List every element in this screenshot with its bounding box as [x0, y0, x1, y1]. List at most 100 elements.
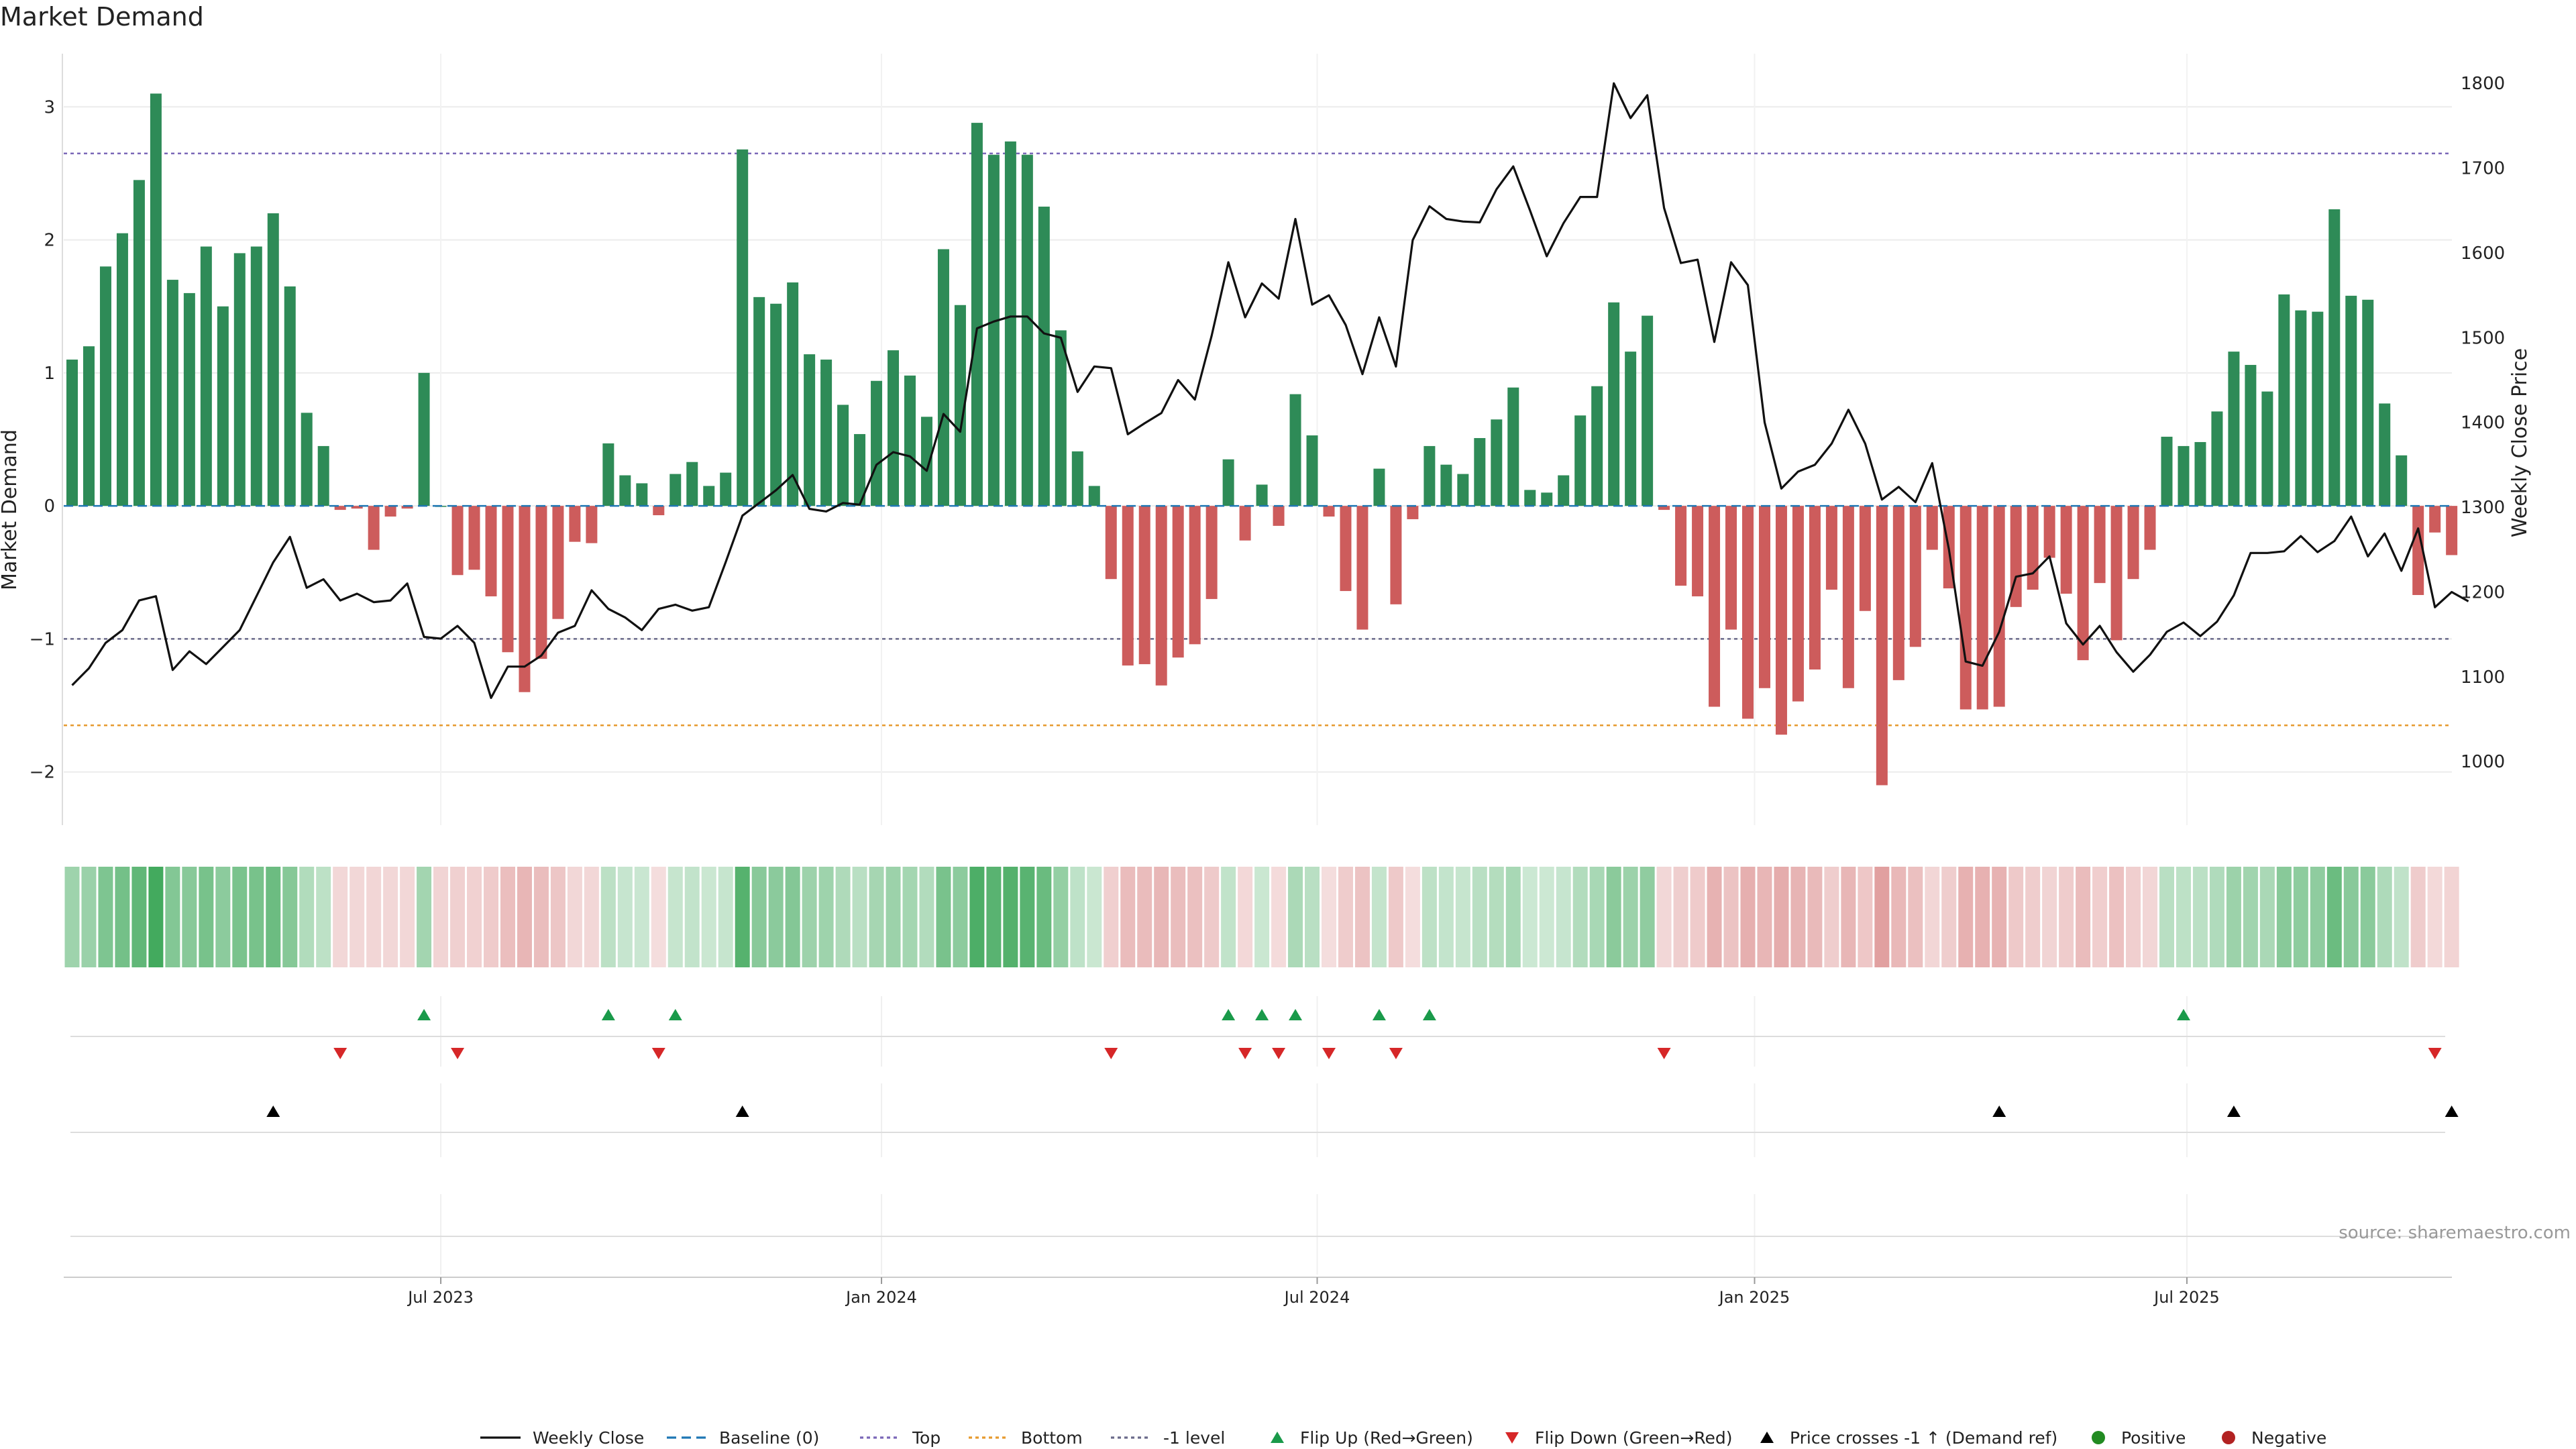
x-tick-label: Jul 2025	[2153, 1288, 2220, 1307]
heat-cell	[1221, 867, 1236, 967]
heat-cell	[2025, 867, 2041, 967]
heat-cell	[2008, 867, 2024, 967]
heat-cell	[282, 867, 298, 967]
heat-cell	[2360, 867, 2375, 967]
demand-bar	[1926, 506, 1938, 550]
legend-label: Bottom	[1021, 1428, 1083, 1448]
demand-bar	[1658, 506, 1670, 511]
heat-cell	[98, 867, 113, 967]
demand-bar	[2027, 506, 2039, 590]
flip-up-marker	[417, 1009, 431, 1020]
legend-label: Top	[912, 1428, 941, 1448]
heat-cell	[718, 867, 733, 967]
flip-up-marker	[1372, 1009, 1386, 1020]
demand-heat-strip	[64, 867, 2459, 967]
heat-cell	[1690, 867, 1705, 967]
price-cross-marker	[2445, 1106, 2459, 1117]
demand-bar	[1407, 506, 1419, 519]
flip-up-marker	[1255, 1009, 1269, 1020]
empty-panel	[70, 1194, 2445, 1275]
heat-cell	[701, 867, 716, 967]
demand-bar	[301, 413, 313, 506]
demand-bar	[1306, 435, 1318, 506]
heat-cell	[1171, 867, 1186, 967]
price-cross-marker	[2226, 1106, 2241, 1117]
heat-cell	[986, 867, 1002, 967]
heat-cell	[1405, 867, 1420, 967]
heat-cell	[835, 867, 851, 967]
heat-cell	[2276, 867, 2292, 967]
demand-bar	[586, 506, 598, 543]
demand-bar	[166, 280, 178, 506]
demand-bar	[418, 372, 430, 506]
heat-cell	[634, 867, 649, 967]
demand-bar	[1558, 475, 1570, 506]
heat-cell	[517, 867, 532, 967]
price-cross-row	[70, 1083, 2459, 1157]
demand-bar	[1859, 506, 1871, 611]
y-axis-right-label: Weekly Close Price	[2508, 348, 2532, 537]
x-tick-label: Jul 2023	[407, 1288, 474, 1307]
legend-label: Baseline (0)	[719, 1428, 819, 1448]
heat-cell	[684, 867, 700, 967]
demand-bar	[1340, 506, 1352, 592]
demand-bar	[1172, 506, 1184, 658]
price-cross-marker	[266, 1106, 280, 1117]
demand-bar	[2362, 299, 2374, 506]
heat-cell	[1472, 867, 1487, 967]
heat-cell	[667, 867, 683, 967]
heat-cell	[1271, 867, 1287, 967]
demand-bar	[888, 350, 900, 506]
heat-cell	[1656, 867, 1672, 967]
heat-cell	[1187, 867, 1203, 967]
heat-cell	[550, 867, 566, 967]
demand-bar	[2429, 506, 2441, 533]
demand-bar	[2396, 455, 2408, 506]
heat-cell	[1891, 867, 1907, 967]
flip-down-marker	[2428, 1048, 2442, 1059]
x-tick-label: Jan 2025	[1718, 1288, 1790, 1307]
heat-cell	[1522, 867, 1538, 967]
demand-bar	[150, 93, 162, 506]
heat-cell	[1673, 867, 1688, 967]
demand-bar	[133, 180, 145, 506]
demand-bar	[233, 253, 246, 506]
heat-cell	[1505, 867, 1521, 967]
heat-cell	[1807, 867, 1823, 967]
flip-markers-row	[70, 996, 2445, 1067]
demand-bar	[1071, 451, 1083, 506]
heat-cell	[1053, 867, 1069, 967]
demand-bar	[1625, 352, 1637, 506]
heat-cell	[2192, 867, 2208, 967]
demand-bar	[2194, 441, 2206, 506]
heat-cell	[2076, 867, 2091, 967]
heat-cell	[316, 867, 331, 967]
heat-cell	[1104, 867, 1119, 967]
legend: Weekly Close Baseline (0) Top Bottom -1 leve…	[480, 1428, 2326, 1448]
heat-cell	[567, 867, 582, 967]
demand-bar	[1842, 506, 1854, 688]
demand-bar	[1692, 506, 1704, 596]
legend-label: Price crosses -1 ↑ (Demand ref)	[1790, 1428, 2057, 1448]
heat-cell	[969, 867, 985, 967]
demand-bar	[1876, 506, 1888, 786]
y-left-tick-label: 1	[44, 364, 55, 384]
heat-cell	[1137, 867, 1152, 967]
demand-bar	[2446, 506, 2458, 555]
demand-bar	[1088, 486, 1100, 506]
demand-bar	[920, 417, 932, 506]
heat-cell	[1757, 867, 1772, 967]
heat-cell	[2243, 867, 2258, 967]
heat-cell	[148, 867, 164, 967]
source-note: source: sharemaestro.com	[2339, 1223, 2571, 1243]
demand-bar	[1289, 394, 1301, 506]
demand-bar	[987, 154, 1000, 506]
demand-bar	[2161, 437, 2173, 506]
heat-cell	[232, 867, 248, 967]
demand-bar	[1541, 492, 1553, 506]
demand-bar	[1591, 386, 1603, 506]
demand-bar	[1373, 468, 1385, 506]
demand-bar	[1775, 506, 1787, 735]
heat-cell	[1858, 867, 1873, 967]
demand-bar	[787, 282, 799, 506]
